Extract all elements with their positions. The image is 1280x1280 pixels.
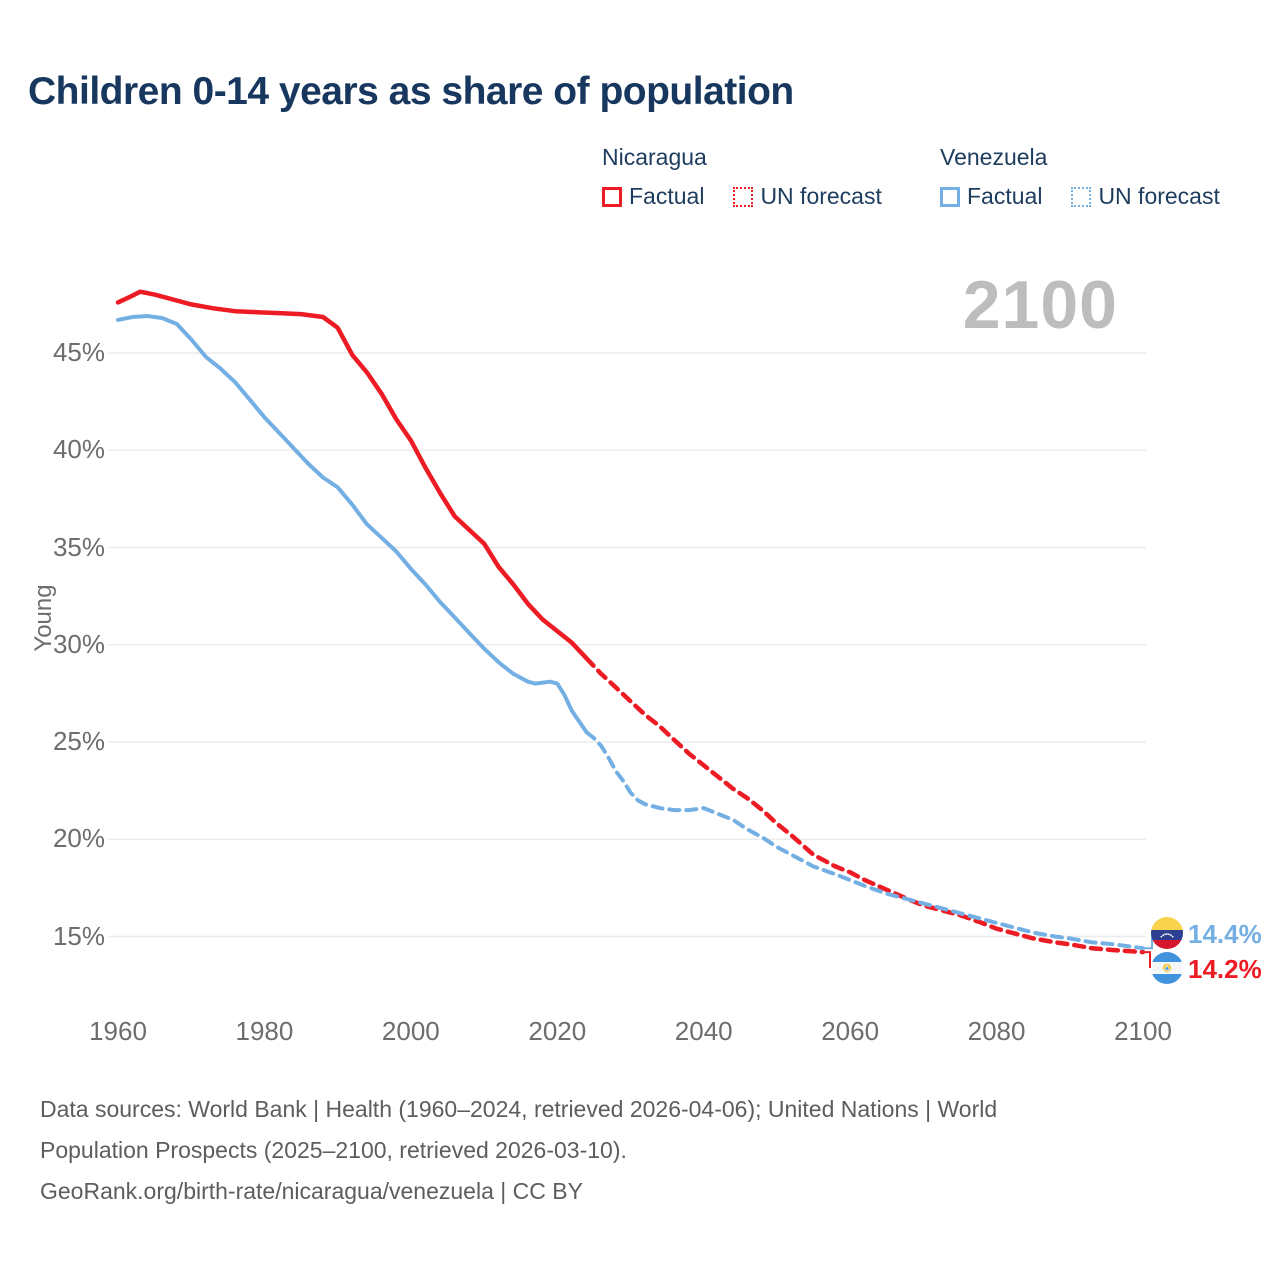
nicaragua-forecast-swatch-icon xyxy=(733,186,754,207)
venezuela-forecast-swatch-icon xyxy=(1071,186,1092,207)
end-value-nicaragua: 14.2% xyxy=(1188,954,1262,984)
legend-label: Factual xyxy=(967,183,1043,209)
legend-country-venezuela: Venezuela xyxy=(940,144,1048,170)
y-tick-label-40: 40% xyxy=(52,434,105,465)
legend-label: UN forecast xyxy=(760,183,882,209)
x-tick-label-2080: 2080 xyxy=(967,1016,1026,1046)
series-nicaragua-un-forecast xyxy=(584,656,1146,955)
legend-country-nicaragua: Nicaragua xyxy=(602,144,707,170)
series-venezuela-un-forecast xyxy=(584,730,1145,951)
venezuela-flag-icon xyxy=(1151,917,1183,949)
x-tick-label-1960: 1960 xyxy=(89,1016,147,1046)
nicaragua-connector xyxy=(1142,951,1151,968)
x-tick-label-2040: 2040 xyxy=(674,1016,733,1046)
legend-label: UN forecast xyxy=(1098,183,1220,209)
watermark-year: 2100 xyxy=(962,267,1118,343)
source-line-2: Population Prospects (2025–2100, retriev… xyxy=(40,1137,627,1163)
legend-group-nicaragua: Nicaragua Factual UN forecast xyxy=(602,144,882,210)
x-tick-label-2060: 2060 xyxy=(821,1016,880,1046)
nicaragua-flag-icon xyxy=(1151,952,1183,984)
y-tick-label-20: 20% xyxy=(52,823,105,854)
y-tick-label-15: 15% xyxy=(52,920,105,951)
end-value-venezuela: 14.4% xyxy=(1188,919,1262,949)
page-title: Children 0-14 years as share of populati… xyxy=(28,70,794,113)
y-tick-label-45: 45% xyxy=(52,337,105,367)
y-tick-label-30: 30% xyxy=(52,628,105,659)
series-venezuela-factual xyxy=(116,314,589,735)
x-tick-label-2020: 2020 xyxy=(528,1016,587,1046)
series-nicaragua-factual xyxy=(115,289,589,661)
x-tick-label-1980: 1980 xyxy=(235,1016,294,1046)
y-tick-label-25: 25% xyxy=(52,726,105,756)
y-tick-label-35: 35% xyxy=(52,531,105,562)
x-tick-label-2000: 2000 xyxy=(381,1016,440,1046)
legend-label: Factual xyxy=(629,183,705,209)
legend-item-venezuela-factual[interactable]: Factual xyxy=(940,183,1042,210)
legend-item-nicaragua-factual[interactable]: Factual xyxy=(602,183,704,210)
legend-item-venezuela-forecast[interactable]: UN forecast xyxy=(1071,183,1220,210)
x-tick-label-2100: 2100 xyxy=(1114,1016,1172,1046)
venezuela-factual-swatch-icon xyxy=(940,186,960,207)
legend-group-venezuela: Venezuela Factual UN forecast xyxy=(940,144,1220,210)
source-line-1: Data sources: World Bank | Health (1960–… xyxy=(40,1096,998,1122)
legend-item-nicaragua-forecast[interactable]: UN forecast xyxy=(733,183,882,210)
data-source-note: Data sources: World Bank | Health (1960–… xyxy=(40,1089,997,1212)
source-line-3: GeoRank.org/birth-rate/nicaragua/venezue… xyxy=(40,1178,583,1204)
nicaragua-factual-swatch-icon xyxy=(602,186,622,207)
